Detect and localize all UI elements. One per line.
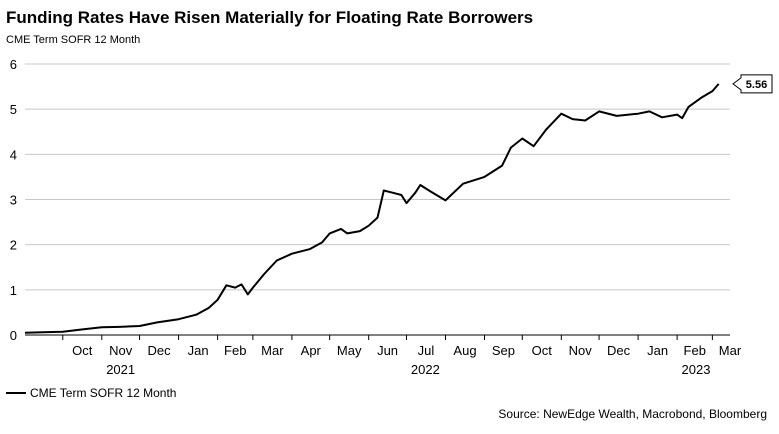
x-tick-label: Oct [532, 343, 553, 358]
x-tick-label: Dec [607, 343, 631, 358]
x-tick-label: Aug [453, 343, 476, 358]
x-tick-label: Jun [377, 343, 398, 358]
series-line [24, 83, 720, 334]
x-tick-label: Nov [569, 343, 593, 358]
chart-title: Funding Rates Have Risen Materially for … [6, 8, 534, 27]
x-year-label: 2023 [682, 362, 711, 377]
x-tick-label: Dec [148, 343, 172, 358]
x-tick-label: Feb [684, 343, 706, 358]
end-value-label: 5.56 [746, 79, 767, 91]
x-tick-label: Nov [109, 343, 133, 358]
y-tick-label: 2 [10, 238, 17, 253]
x-tick-label: Mar [719, 343, 742, 358]
y-tick-label: 5 [10, 102, 17, 117]
x-year-label: 2022 [411, 362, 440, 377]
y-tick-label: 3 [10, 193, 17, 208]
x-tick-label: Oct [72, 343, 93, 358]
x-tick-label: Apr [301, 343, 322, 358]
y-tick-label: 1 [10, 283, 17, 298]
x-tick-label: Jul [418, 343, 435, 358]
x-tick-label: Jan [188, 343, 209, 358]
legend-label: CME Term SOFR 12 Month [30, 386, 177, 400]
end-value-callout [732, 74, 773, 94]
x-tick-label: Mar [261, 343, 284, 358]
y-tick-label: 0 [10, 328, 17, 343]
legend-swatch [6, 392, 26, 394]
y-tick-label: 6 [10, 57, 17, 72]
x-tick-label: Sep [492, 343, 515, 358]
source-note: Source: NewEdge Wealth, Macrobond, Bloom… [498, 407, 767, 421]
x-tick-label: Jan [647, 343, 668, 358]
y-tick-label: 4 [10, 147, 17, 162]
x-tick-label: May [337, 343, 362, 358]
chart-subtitle: CME Term SOFR 12 Month [6, 34, 141, 46]
x-year-label: 2021 [106, 362, 135, 377]
x-tick-label: Feb [224, 343, 246, 358]
chart-legend: CME Term SOFR 12 Month [6, 386, 176, 400]
